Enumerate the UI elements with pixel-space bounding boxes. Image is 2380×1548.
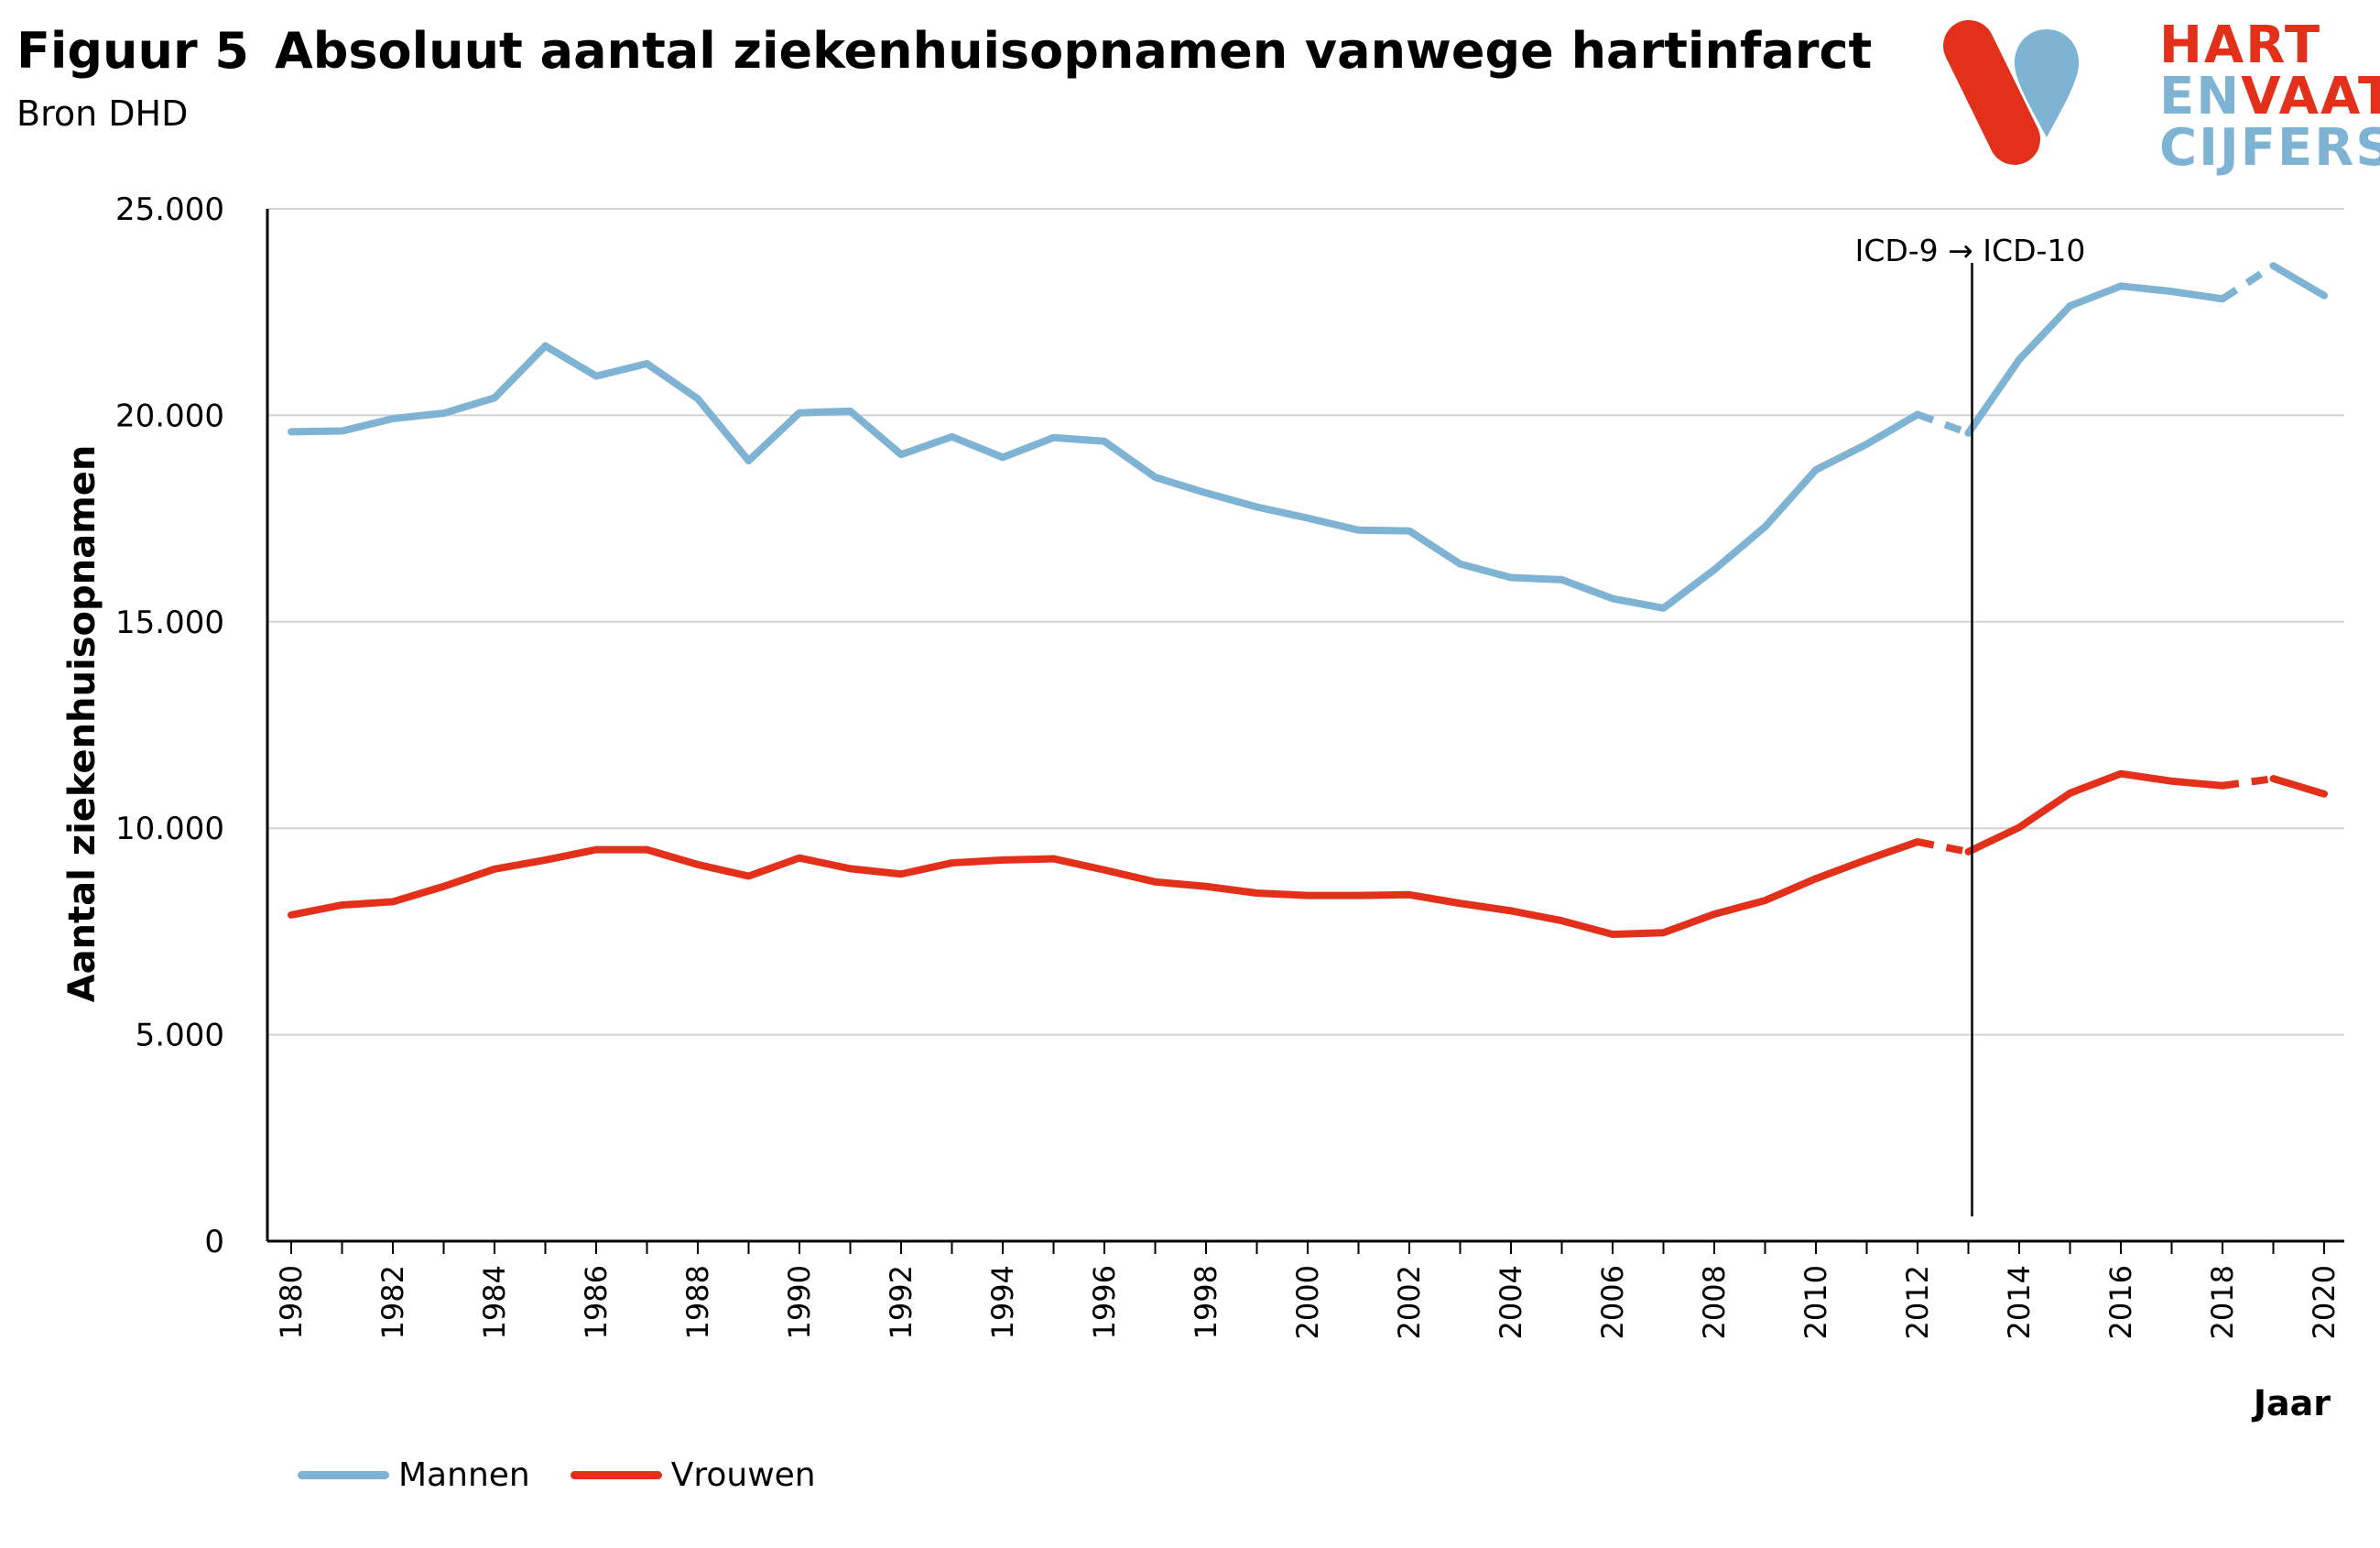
icd-annotation-label: ICD-9 → ICD-10 [1855,233,2086,268]
gridlines [267,208,2344,1036]
y-tick-label: 0 [204,1224,224,1260]
x-tick-label: 1992 [884,1265,918,1339]
legend-item-mannen: Mannen [298,1456,530,1494]
series-line-segment [2269,775,2328,798]
x-tick-label: 2014 [2002,1265,2037,1339]
series-line-segment [1964,282,2226,437]
series-dashed-segment [1916,410,1970,437]
x-tick-label: 2006 [1595,1265,1630,1339]
x-tick-label: 2008 [1697,1265,1732,1339]
x-tick-label: 2004 [1494,1265,1528,1339]
series-lines [288,262,2328,939]
x-tick-label: 2012 [1900,1265,1935,1339]
x-tick-label: 2010 [1799,1265,1833,1339]
x-tick-label: 1984 [477,1265,512,1339]
series-dashed-segment [1917,838,1970,856]
y-tick-label: 10.000 [115,811,224,847]
x-axis-label: Jaar [2251,1383,2331,1423]
series-line-segment [2269,262,2328,300]
legend-label-mannen: Mannen [398,1456,530,1494]
y-tick-label: 15.000 [115,605,224,641]
y-tick-label: 25.000 [115,191,224,228]
figure-label: Figuur 5 [16,22,249,80]
logo-line-1: HART [2159,16,2322,75]
legend-item-vrouwen: Vrouwen [570,1456,816,1494]
logo-text: HART ENVAAT CIJFERS [2159,20,2380,174]
x-tick-label: 1996 [1087,1265,1122,1339]
title-text: Absoluut aantal ziekenhuisopnamen vanweg… [274,22,1873,80]
x-tick-label: 2002 [1392,1265,1427,1339]
y-axis-ticks: 0 5.000 10.000 15.000 20.000 25.000 [115,191,224,1260]
y-tick-label: 5.000 [136,1018,224,1054]
logo-mark-icon [1943,20,2080,165]
x-tick-label: 2018 [2205,1265,2240,1339]
series-mannen [288,262,2328,612]
series-line-segment [288,838,1921,939]
x-tick-label: 1998 [1189,1265,1223,1339]
hart-en-vaat-cijfers-logo: HART ENVAAT CIJFERS [1932,20,2380,176]
x-axis-ticks: 1980 1982 1984 1986 1988 1990 1992 1994 1996 1998… [274,1241,2342,1339]
logo-line-3: CIJFERS [2159,118,2380,178]
legend-label-vrouwen: Vrouwen [670,1456,816,1494]
legend-swatch-vrouwen [570,1471,662,1479]
icd-annotation: ICD-9 → ICD-10 [1855,233,2086,1216]
series-line-segment [288,342,1921,612]
x-tick-label: 2016 [2103,1265,2138,1339]
x-tick-label: 2000 [1290,1265,1325,1339]
y-axis-label: Aantal ziekenhuisopnamen [61,445,103,1003]
x-tick-label: 2020 [2307,1265,2342,1339]
x-tick-label: 1982 [375,1265,410,1339]
chart-subtitle: Bron DHD [16,93,189,134]
x-tick-label: 1994 [985,1265,1020,1339]
chart-title: Figuur 5 Absoluut aantal ziekenhuisopname… [16,22,1872,80]
x-tick-label: 1980 [274,1265,309,1339]
logo-line-2: ENVAAT [2159,67,2380,126]
axes [266,209,2344,1243]
x-tick-label: 1988 [680,1265,715,1339]
series-line-segment [1964,769,2226,856]
series-vrouwen [288,769,2328,939]
series-dashed-segment [2220,262,2276,302]
y-tick-label: 20.000 [115,398,224,434]
x-tick-label: 1986 [579,1265,614,1339]
legend-swatch-mannen [298,1471,389,1479]
x-tick-label: 1990 [782,1265,817,1339]
legend: Mannen Vrouwen [298,1456,856,1494]
series-dashed-segment [2222,775,2275,790]
